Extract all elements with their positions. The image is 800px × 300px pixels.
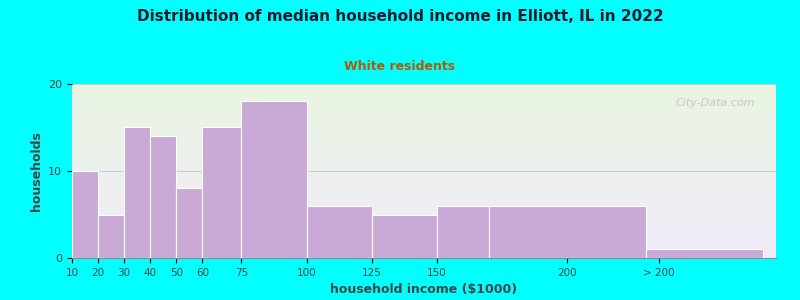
Bar (242, 101, 306, 258)
Bar (202, 128, 242, 258)
Bar (437, 206, 489, 258)
Bar (72, 171, 98, 258)
Bar (176, 188, 202, 258)
Bar (98, 214, 124, 258)
Bar (306, 206, 372, 258)
Bar (124, 128, 150, 258)
Text: Distribution of median household income in Elliott, IL in 2022: Distribution of median household income … (137, 9, 663, 24)
Bar (489, 206, 646, 258)
Text: City-Data.com: City-Data.com (675, 98, 755, 108)
Text: White residents: White residents (345, 60, 455, 73)
Bar (372, 214, 437, 258)
Bar (646, 249, 763, 258)
Bar (150, 136, 176, 258)
X-axis label: household income ($1000): household income ($1000) (330, 283, 518, 296)
Y-axis label: households: households (30, 131, 42, 211)
